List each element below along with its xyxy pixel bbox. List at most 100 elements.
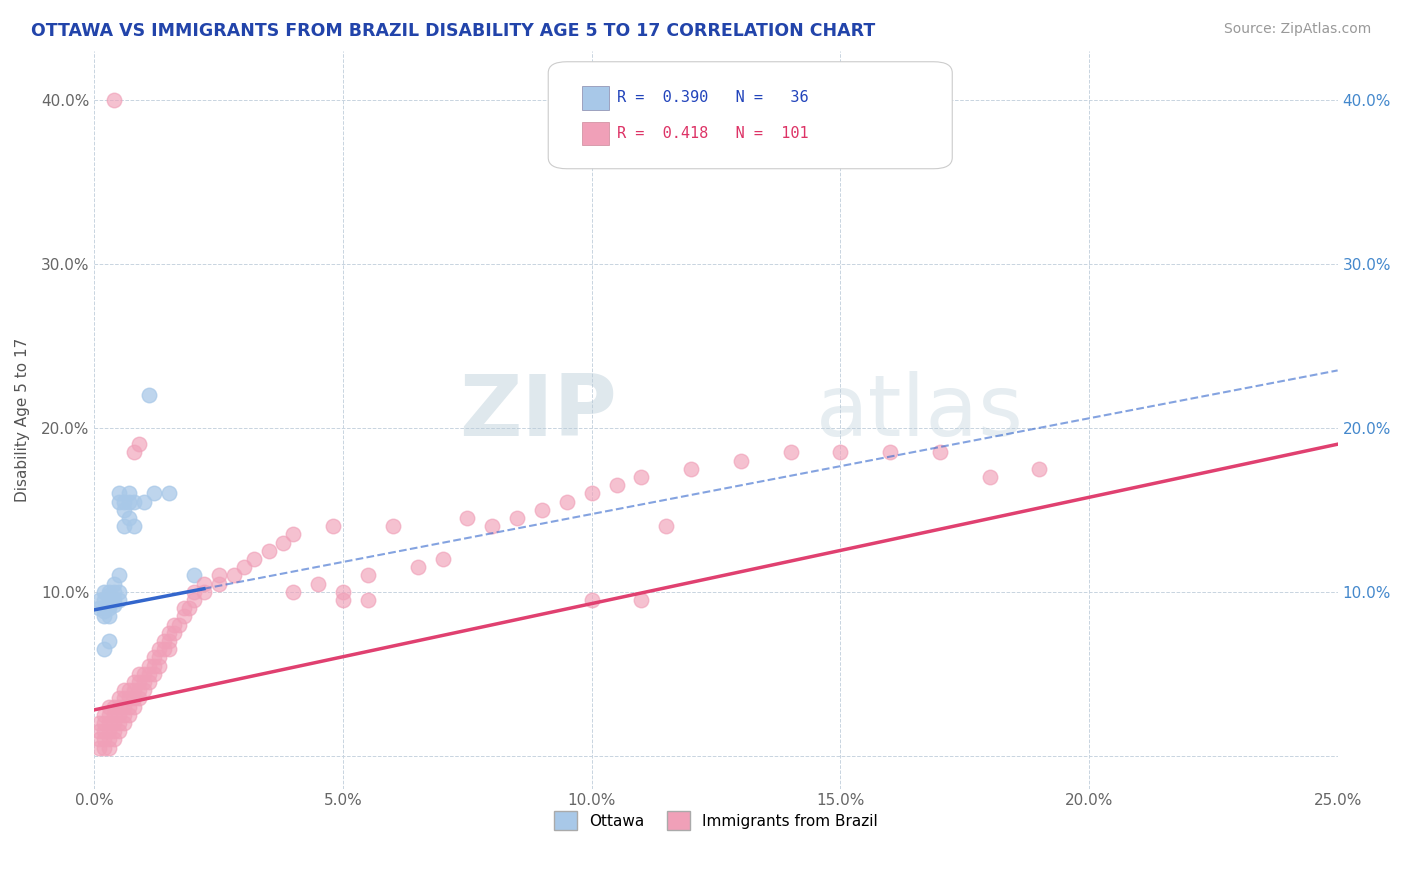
Point [89,724,111,739]
Point [108,715,131,730]
Text: Source: ZipAtlas.com: Source: ZipAtlas.com [1223,22,1371,37]
Point [148,650,170,665]
Point [89,715,111,730]
Point [103,593,125,607]
Point [283,527,305,541]
Point [98,732,121,747]
Point [112,683,135,698]
Point [138,675,160,690]
Point [143,666,166,681]
Point [153,634,176,648]
Point [93,609,115,624]
Point [879,445,901,459]
Point [242,552,264,566]
Point [979,470,1001,484]
Point [122,683,145,698]
Point [153,642,176,657]
Point [128,683,150,698]
Point [630,593,652,607]
Point [112,691,135,706]
Point [157,634,180,648]
Point [122,494,145,508]
Point [98,707,121,722]
Point [128,666,150,681]
Point [93,604,115,618]
Point [112,519,135,533]
Point [108,494,131,508]
Point [163,617,186,632]
Point [103,724,125,739]
Point [138,666,160,681]
Point [481,519,503,533]
Point [93,740,115,755]
Point [98,584,121,599]
Text: atlas: atlas [815,371,1024,454]
Point [167,617,190,632]
Point [108,568,131,582]
Point [98,593,121,607]
Point [606,478,628,492]
Point [232,560,254,574]
Point [108,691,131,706]
Point [103,93,125,107]
Point [112,707,135,722]
Text: OTTAWA VS IMMIGRANTS FROM BRAZIL DISABILITY AGE 5 TO 17 CORRELATION CHART: OTTAWA VS IMMIGRANTS FROM BRAZIL DISABIL… [31,22,875,40]
Point [108,707,131,722]
Point [273,535,295,549]
Point [830,126,852,140]
Point [108,724,131,739]
Point [555,494,578,508]
Point [98,715,121,730]
Text: R =  0.418   N =  101: R = 0.418 N = 101 [617,126,808,141]
Point [357,593,380,607]
Point [103,598,125,612]
Point [98,601,121,615]
Point [118,683,141,698]
Point [381,519,404,533]
FancyBboxPatch shape [548,62,952,169]
Point [122,699,145,714]
Point [148,642,170,657]
Point [122,445,145,459]
Point [530,503,553,517]
Point [93,707,115,722]
Point [157,625,180,640]
Point [222,568,245,582]
Point [118,707,141,722]
Text: ZIP: ZIP [458,371,617,454]
Point [103,576,125,591]
Point [128,437,150,451]
Point [183,568,205,582]
Point [103,707,125,722]
FancyBboxPatch shape [582,121,609,145]
Point [506,511,529,525]
Point [93,642,115,657]
Point [112,715,135,730]
Point [118,511,141,525]
Point [581,593,603,607]
Point [183,593,205,607]
Point [134,494,156,508]
Point [581,486,603,500]
Point [143,486,166,500]
Point [98,724,121,739]
Point [108,584,131,599]
Point [103,715,125,730]
Point [98,588,121,602]
Point [89,732,111,747]
Legend: Ottawa, Immigrants from Brazil: Ottawa, Immigrants from Brazil [548,805,884,836]
Point [143,650,166,665]
Y-axis label: Disability Age 5 to 17: Disability Age 5 to 17 [15,337,30,501]
Point [681,462,703,476]
Point [93,732,115,747]
Point [630,470,652,484]
Point [93,724,115,739]
Point [208,576,231,591]
Point [98,598,121,612]
Point [177,601,200,615]
Point [193,576,215,591]
Point [118,699,141,714]
Point [173,609,195,624]
Point [122,675,145,690]
Point [98,609,121,624]
